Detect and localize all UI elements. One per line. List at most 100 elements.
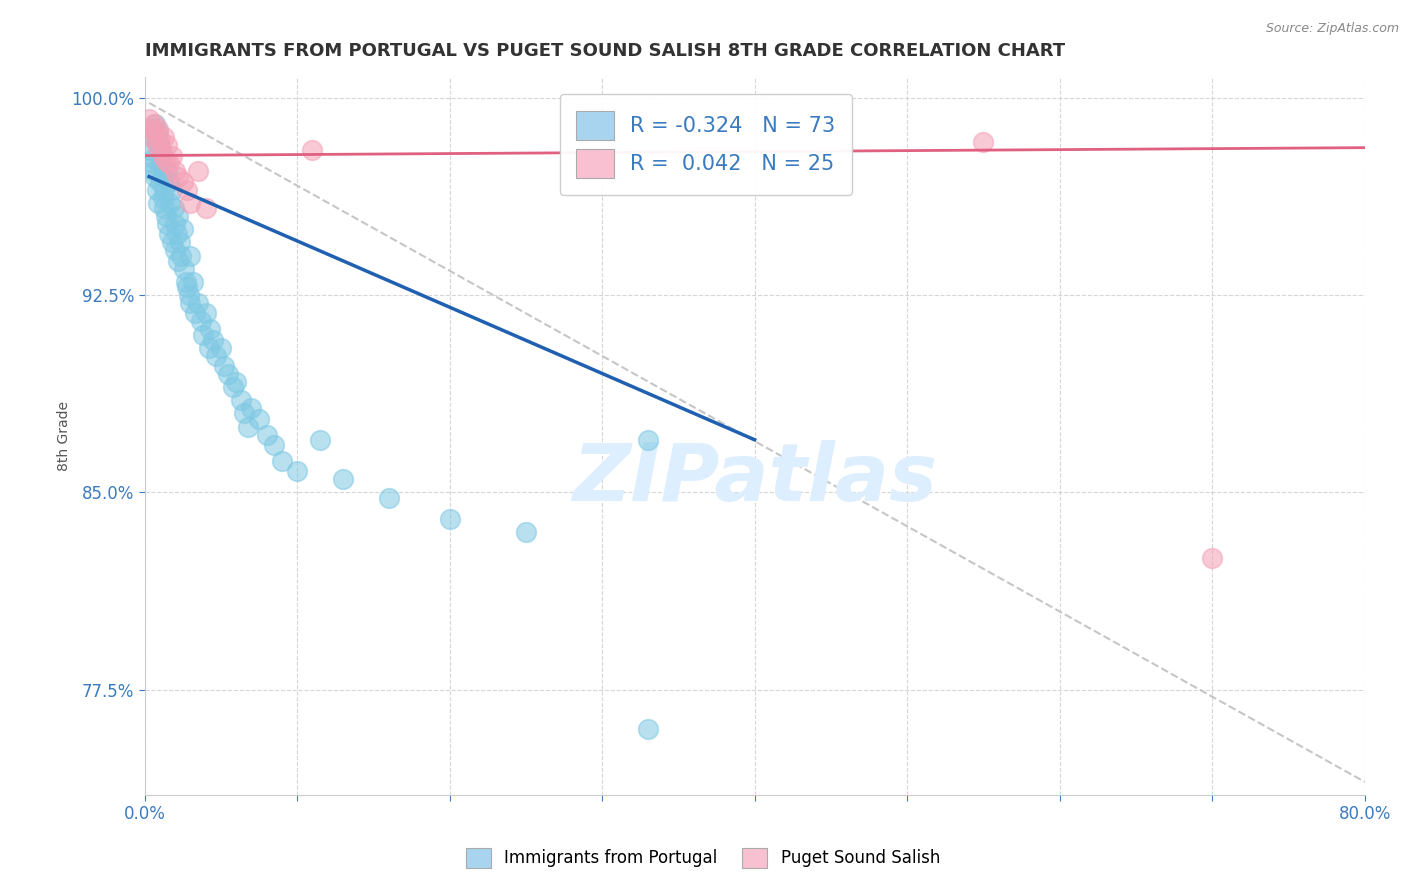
Point	[222, 380, 245, 394]
Point	[170, 248, 193, 262]
Point	[139, 122, 162, 136]
Point	[153, 183, 176, 197]
Point	[162, 201, 184, 215]
Point	[160, 148, 183, 162]
Point	[142, 151, 165, 165]
Point	[176, 183, 198, 197]
Point	[148, 122, 170, 136]
Point	[972, 136, 994, 150]
Point	[179, 248, 201, 262]
Point	[247, 411, 270, 425]
Text: Source: ZipAtlas.com: Source: ZipAtlas.com	[1265, 22, 1399, 36]
Point	[301, 143, 323, 157]
Point	[165, 217, 187, 231]
Point	[439, 512, 461, 526]
Point	[176, 280, 198, 294]
Point	[172, 175, 194, 189]
Point	[167, 253, 190, 268]
Point	[309, 433, 332, 447]
Point	[160, 235, 183, 250]
Point	[194, 201, 217, 215]
Point	[191, 327, 214, 342]
Point	[229, 393, 252, 408]
Point	[285, 464, 308, 478]
Point	[141, 130, 163, 145]
Point	[167, 209, 190, 223]
Point	[145, 138, 167, 153]
Point	[156, 164, 179, 178]
Point	[156, 217, 179, 231]
Point	[205, 349, 228, 363]
Point	[143, 125, 166, 139]
Point	[153, 201, 176, 215]
Point	[172, 222, 194, 236]
Point	[179, 195, 201, 210]
Point	[149, 133, 172, 147]
Point	[217, 367, 239, 381]
Point	[149, 138, 172, 153]
Point	[138, 143, 160, 157]
Point	[184, 306, 207, 320]
Text: ZIPatlas: ZIPatlas	[572, 440, 938, 518]
Point	[143, 169, 166, 184]
Point	[157, 227, 180, 242]
Point	[198, 322, 221, 336]
Point	[187, 164, 209, 178]
Point	[148, 125, 170, 139]
Point	[165, 244, 187, 258]
Point	[187, 296, 209, 310]
Point	[225, 375, 247, 389]
Point	[141, 156, 163, 170]
Point	[165, 164, 187, 178]
Point	[197, 341, 219, 355]
Legend: Immigrants from Portugal, Puget Sound Salish: Immigrants from Portugal, Puget Sound Sa…	[460, 841, 946, 875]
Point	[240, 401, 263, 416]
Point	[156, 138, 179, 153]
Point	[157, 156, 180, 170]
Point	[209, 341, 232, 355]
Point	[202, 333, 225, 347]
Point	[332, 472, 354, 486]
Point	[138, 112, 160, 126]
Point	[155, 209, 177, 223]
Point	[155, 153, 177, 168]
Point	[270, 454, 292, 468]
Point	[150, 156, 173, 170]
Point	[256, 427, 278, 442]
Point	[152, 148, 174, 162]
Point	[152, 191, 174, 205]
Point	[139, 122, 162, 136]
Point	[194, 306, 217, 320]
Point	[166, 227, 188, 242]
Point	[212, 359, 235, 373]
Point	[143, 117, 166, 131]
Point	[142, 117, 165, 131]
Legend: R = -0.324   N = 73, R =  0.042   N = 25: R = -0.324 N = 73, R = 0.042 N = 25	[560, 95, 852, 194]
Point	[145, 183, 167, 197]
Point	[173, 261, 195, 276]
Point	[377, 491, 399, 505]
Point	[160, 183, 183, 197]
Point	[179, 296, 201, 310]
Point	[174, 275, 197, 289]
Point	[149, 175, 172, 189]
Point	[141, 130, 163, 145]
Point	[637, 433, 659, 447]
Point	[515, 524, 537, 539]
Point	[145, 136, 167, 150]
Point	[148, 195, 170, 210]
Y-axis label: 8th Grade: 8th Grade	[58, 401, 72, 471]
Point	[153, 130, 176, 145]
Point	[1201, 551, 1223, 566]
Point	[157, 175, 180, 189]
Point	[190, 314, 212, 328]
Point	[167, 169, 190, 184]
Point	[152, 169, 174, 184]
Point	[263, 438, 285, 452]
Point	[232, 407, 254, 421]
Point	[150, 143, 173, 157]
Point	[238, 419, 260, 434]
Text: IMMIGRANTS FROM PORTUGAL VS PUGET SOUND SALISH 8TH GRADE CORRELATION CHART: IMMIGRANTS FROM PORTUGAL VS PUGET SOUND …	[145, 42, 1064, 60]
Point	[159, 195, 181, 210]
Point	[142, 164, 165, 178]
